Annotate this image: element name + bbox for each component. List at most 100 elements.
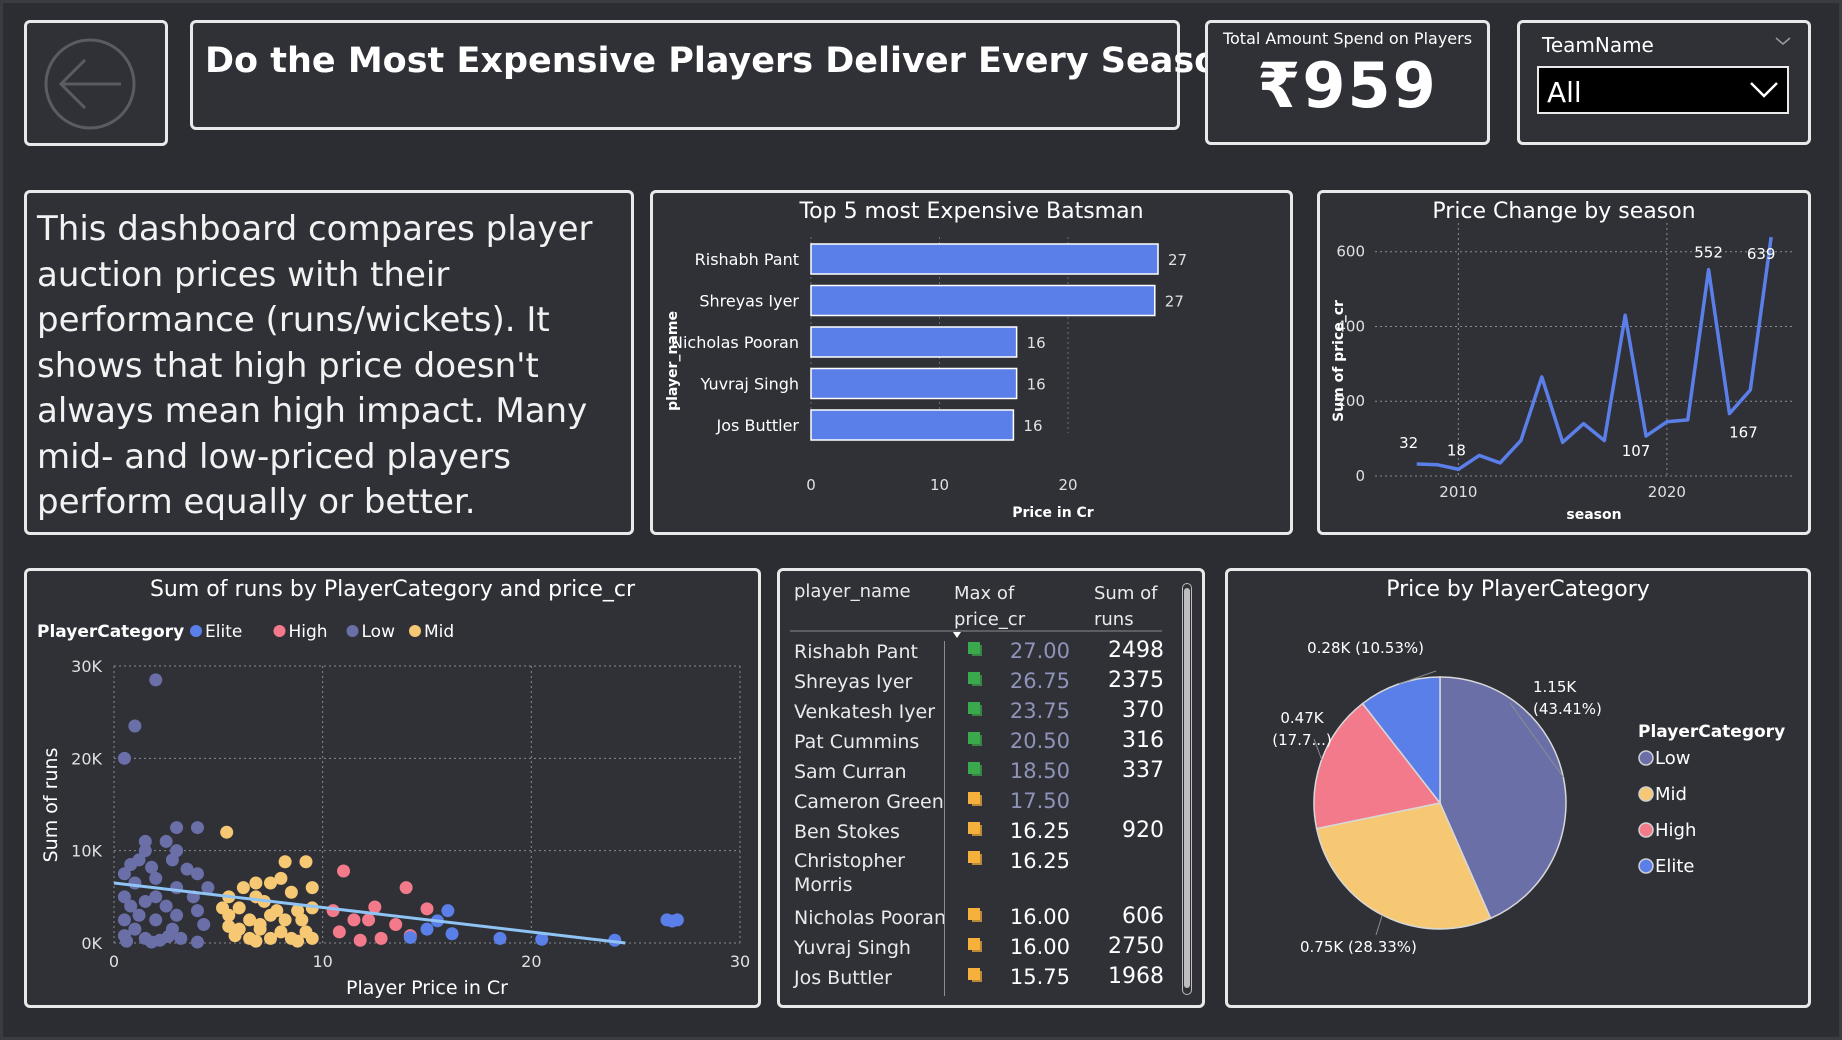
scatter-point-low[interactable]: [145, 935, 159, 949]
scatter-point-low[interactable]: [165, 853, 179, 867]
scatter-point-high[interactable]: [368, 900, 382, 914]
scatter-point-high[interactable]: [337, 864, 351, 878]
season-line[interactable]: [1416, 236, 1773, 472]
pie-legend-label[interactable]: Mid: [1655, 784, 1687, 805]
pie-legend-label[interactable]: Elite: [1655, 856, 1695, 877]
scatter-point-low[interactable]: [145, 860, 159, 874]
scatter-point-mid[interactable]: [291, 934, 305, 948]
table-row[interactable]: Nicholas Pooran 16.00 606: [794, 899, 1164, 929]
table-row[interactable]: Pat Cummins 20.50 316: [794, 723, 1164, 753]
scatter-point-low[interactable]: [128, 876, 142, 890]
scatter-point-mid[interactable]: [253, 918, 267, 932]
scatter-point-mid[interactable]: [243, 913, 257, 927]
col-sum-runs[interactable]: Sum of runs: [1094, 583, 1158, 630]
scatter-point-low[interactable]: [128, 922, 142, 936]
scatter-legend-label[interactable]: Low: [362, 622, 396, 642]
top5-bar[interactable]: [810, 367, 1018, 400]
scatter-point-elite[interactable]: [670, 913, 684, 927]
scatter-point-low[interactable]: [170, 908, 184, 922]
scatter-point-low[interactable]: [138, 844, 152, 858]
scatter-point-high[interactable]: [332, 925, 346, 939]
scatter-point-mid[interactable]: [264, 876, 277, 890]
pie-legend-marker[interactable]: [1638, 822, 1654, 838]
table-row[interactable]: Yuvraj Singh 16.00 2750: [794, 929, 1164, 959]
scatter-point-low[interactable]: [170, 821, 184, 835]
pie-slice-elite[interactable]: [1361, 676, 1441, 806]
scatter-point-low[interactable]: [117, 751, 131, 765]
scatter-point-low[interactable]: [159, 899, 173, 913]
top5-bar[interactable]: [810, 284, 1156, 317]
scatter-point-mid[interactable]: [299, 855, 313, 869]
scatter-point-low[interactable]: [190, 867, 204, 881]
scatter-point-high[interactable]: [362, 913, 376, 927]
table-row[interactable]: Venkatesh Iyer 23.75 370: [794, 693, 1164, 723]
back-button[interactable]: [24, 20, 168, 146]
scatter-point-low[interactable]: [120, 934, 134, 948]
scatter-point-low[interactable]: [190, 904, 204, 918]
scatter-point-low[interactable]: [190, 821, 204, 835]
scatter-point-low[interactable]: [149, 673, 163, 687]
scatter-point-mid[interactable]: [264, 931, 277, 945]
scatter-point-elite[interactable]: [441, 904, 455, 918]
pie-legend-label[interactable]: High: [1655, 820, 1696, 841]
scatter-point-low[interactable]: [117, 867, 131, 881]
scatter-legend-marker[interactable]: [409, 625, 421, 637]
table-row[interactable]: Cameron Green 17.50: [794, 783, 1164, 813]
scatter-point-mid[interactable]: [278, 913, 292, 927]
table-row[interactable]: Jos Buttler 15.75 1968: [794, 959, 1164, 989]
scatter-point-high[interactable]: [399, 881, 413, 895]
table-row[interactable]: Shreyas Iyer 26.75 2375: [794, 663, 1164, 693]
scatter-point-low[interactable]: [132, 908, 146, 922]
scatter-point-mid[interactable]: [222, 919, 236, 933]
scatter-point-low[interactable]: [159, 834, 173, 848]
scatter-point-low[interactable]: [117, 890, 131, 904]
table-row[interactable]: Ben Stokes 16.25 920: [794, 813, 1164, 843]
scatter-point-high[interactable]: [389, 918, 403, 932]
scatter-point-low[interactable]: [117, 913, 131, 927]
scatter-point-elite[interactable]: [445, 927, 459, 941]
scatter-point-mid[interactable]: [228, 929, 242, 943]
scatter-point-elite[interactable]: [535, 932, 549, 946]
scatter-point-high[interactable]: [347, 913, 361, 927]
scatter-point-elite[interactable]: [493, 931, 507, 945]
scatter-point-low[interactable]: [149, 913, 163, 927]
table-row[interactable]: Christopher Morris 16.25: [794, 843, 1164, 899]
scatter-legend-marker[interactable]: [346, 625, 359, 637]
scatter-legend-label[interactable]: Mid: [424, 622, 454, 642]
scatter-point-high[interactable]: [420, 902, 434, 916]
scatter-point-low[interactable]: [197, 918, 211, 932]
scatter-point-low[interactable]: [124, 858, 138, 872]
scatter-point-mid[interactable]: [295, 913, 309, 927]
pie-legend-label[interactable]: Low: [1655, 748, 1690, 769]
scatter-point-mid[interactable]: [274, 871, 288, 885]
scatter-point-low[interactable]: [138, 834, 152, 848]
col-player-name[interactable]: player_name: [794, 581, 911, 602]
pie-legend-marker[interactable]: [1638, 786, 1654, 802]
scatter-point-mid[interactable]: [232, 901, 246, 915]
scatter-point-low[interactable]: [149, 890, 163, 904]
table-scrollbar[interactable]: [1182, 583, 1192, 995]
scatter-point-low[interactable]: [174, 931, 188, 945]
scatter-point-high[interactable]: [374, 931, 388, 945]
scatter-legend-label[interactable]: High: [289, 622, 328, 642]
scatter-point-mid[interactable]: [305, 881, 319, 895]
scatter-point-mid[interactable]: [305, 931, 319, 945]
scatter-point-low[interactable]: [128, 719, 142, 733]
scatter-point-high[interactable]: [353, 933, 367, 947]
scatter-point-mid[interactable]: [220, 825, 234, 839]
top5-bar[interactable]: [810, 326, 1018, 358]
scatter-point-mid[interactable]: [284, 885, 298, 899]
scatter-point-low[interactable]: [138, 894, 152, 908]
chevron-down-icon[interactable]: [1774, 35, 1792, 47]
scatter-point-elite[interactable]: [420, 922, 434, 936]
scrollbar-thumb[interactable]: [1184, 588, 1190, 988]
slicer-dropdown[interactable]: All: [1537, 66, 1789, 114]
top5-bar[interactable]: [810, 243, 1159, 275]
col-max-price[interactable]: Max of price_cr: [954, 583, 1026, 630]
scatter-point-low[interactable]: [124, 899, 138, 913]
scatter-point-mid[interactable]: [278, 855, 292, 869]
scatter-point-mid[interactable]: [249, 876, 263, 890]
scatter-point-mid[interactable]: [249, 934, 263, 948]
scatter-point-low[interactable]: [190, 935, 204, 949]
scatter-legend-label[interactable]: Elite: [205, 622, 242, 642]
